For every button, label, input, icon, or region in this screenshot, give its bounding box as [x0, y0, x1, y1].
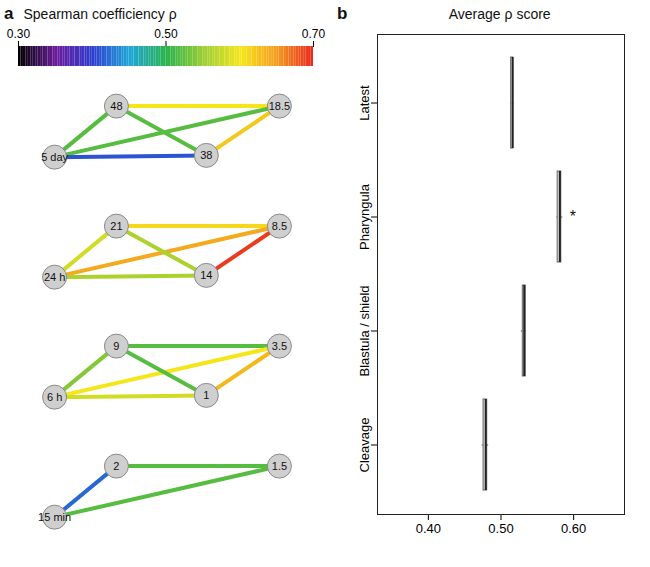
svg-text:38: 38 — [200, 149, 212, 161]
svg-text:0.50: 0.50 — [154, 27, 178, 41]
svg-text:18.5: 18.5 — [269, 100, 290, 112]
html-text:b: b — [337, 4, 348, 23]
svg-text:Latest: Latest — [357, 85, 372, 121]
svg-text:48: 48 — [110, 100, 122, 112]
svg-text:15 min: 15 min — [38, 511, 71, 523]
svg-text:*: * — [570, 208, 576, 225]
svg-text:Blastula / shield: Blastula / shield — [357, 285, 372, 376]
svg-text:0.70: 0.70 — [302, 27, 326, 41]
svg-text:0.30: 0.30 — [7, 27, 31, 41]
svg-text:6 h: 6 h — [47, 391, 62, 403]
svg-text:Cleavage: Cleavage — [357, 418, 372, 473]
svg-text:0.40: 0.40 — [416, 521, 441, 536]
html-text:a: a — [4, 4, 14, 23]
html-text:Average ρ score: Average ρ score — [448, 6, 551, 22]
svg-text:1.5: 1.5 — [272, 460, 287, 472]
svg-text:2: 2 — [113, 460, 119, 472]
svg-text:14: 14 — [200, 269, 212, 281]
svg-text:Pharyngula: Pharyngula — [357, 183, 372, 250]
svg-text:3.5: 3.5 — [272, 340, 287, 352]
svg-text:0.60: 0.60 — [561, 521, 586, 536]
svg-text:5 day: 5 day — [41, 151, 68, 163]
html-text:Spearman coefficiency ρ: Spearman coefficiency ρ — [23, 6, 177, 22]
svg-text:8.5: 8.5 — [272, 220, 287, 232]
svg-text:9: 9 — [113, 340, 119, 352]
svg-text:1: 1 — [203, 389, 209, 401]
svg-text:21: 21 — [110, 220, 122, 232]
svg-text:24 h: 24 h — [44, 271, 65, 283]
svg-text:0.50: 0.50 — [488, 521, 513, 536]
